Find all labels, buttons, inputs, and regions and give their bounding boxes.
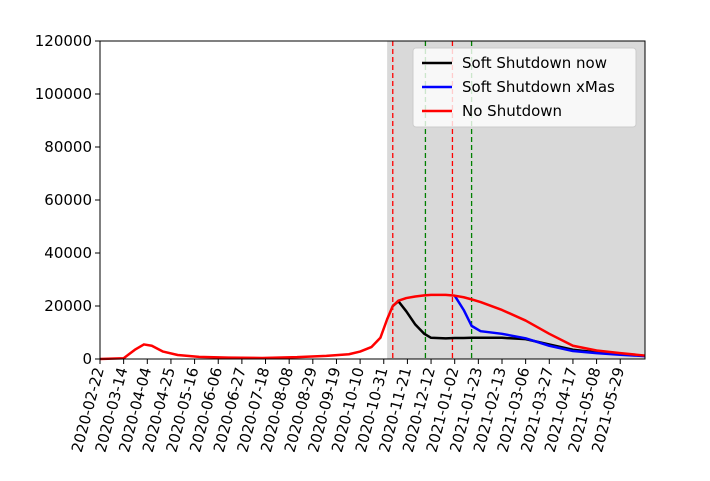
y-tick-label: 120000 — [35, 32, 92, 50]
y-tick-label: 80000 — [44, 138, 92, 156]
legend-label: Soft Shutdown now — [462, 54, 607, 72]
y-tick-label: 20000 — [44, 297, 92, 315]
y-tick-label: 60000 — [44, 191, 92, 209]
y-tick-label: 40000 — [44, 244, 92, 262]
series-line — [453, 295, 646, 358]
series-line — [99, 293, 646, 361]
legend-label: Soft Shutdown xMas — [462, 78, 615, 96]
legend: Soft Shutdown now Soft Shutdown xMas No Sh… — [412, 47, 637, 128]
y-tick-label: 0 — [82, 350, 92, 368]
legend-box — [412, 47, 637, 128]
y-tick-label: 100000 — [35, 85, 92, 103]
legend-label: No Shutdown — [462, 102, 562, 120]
